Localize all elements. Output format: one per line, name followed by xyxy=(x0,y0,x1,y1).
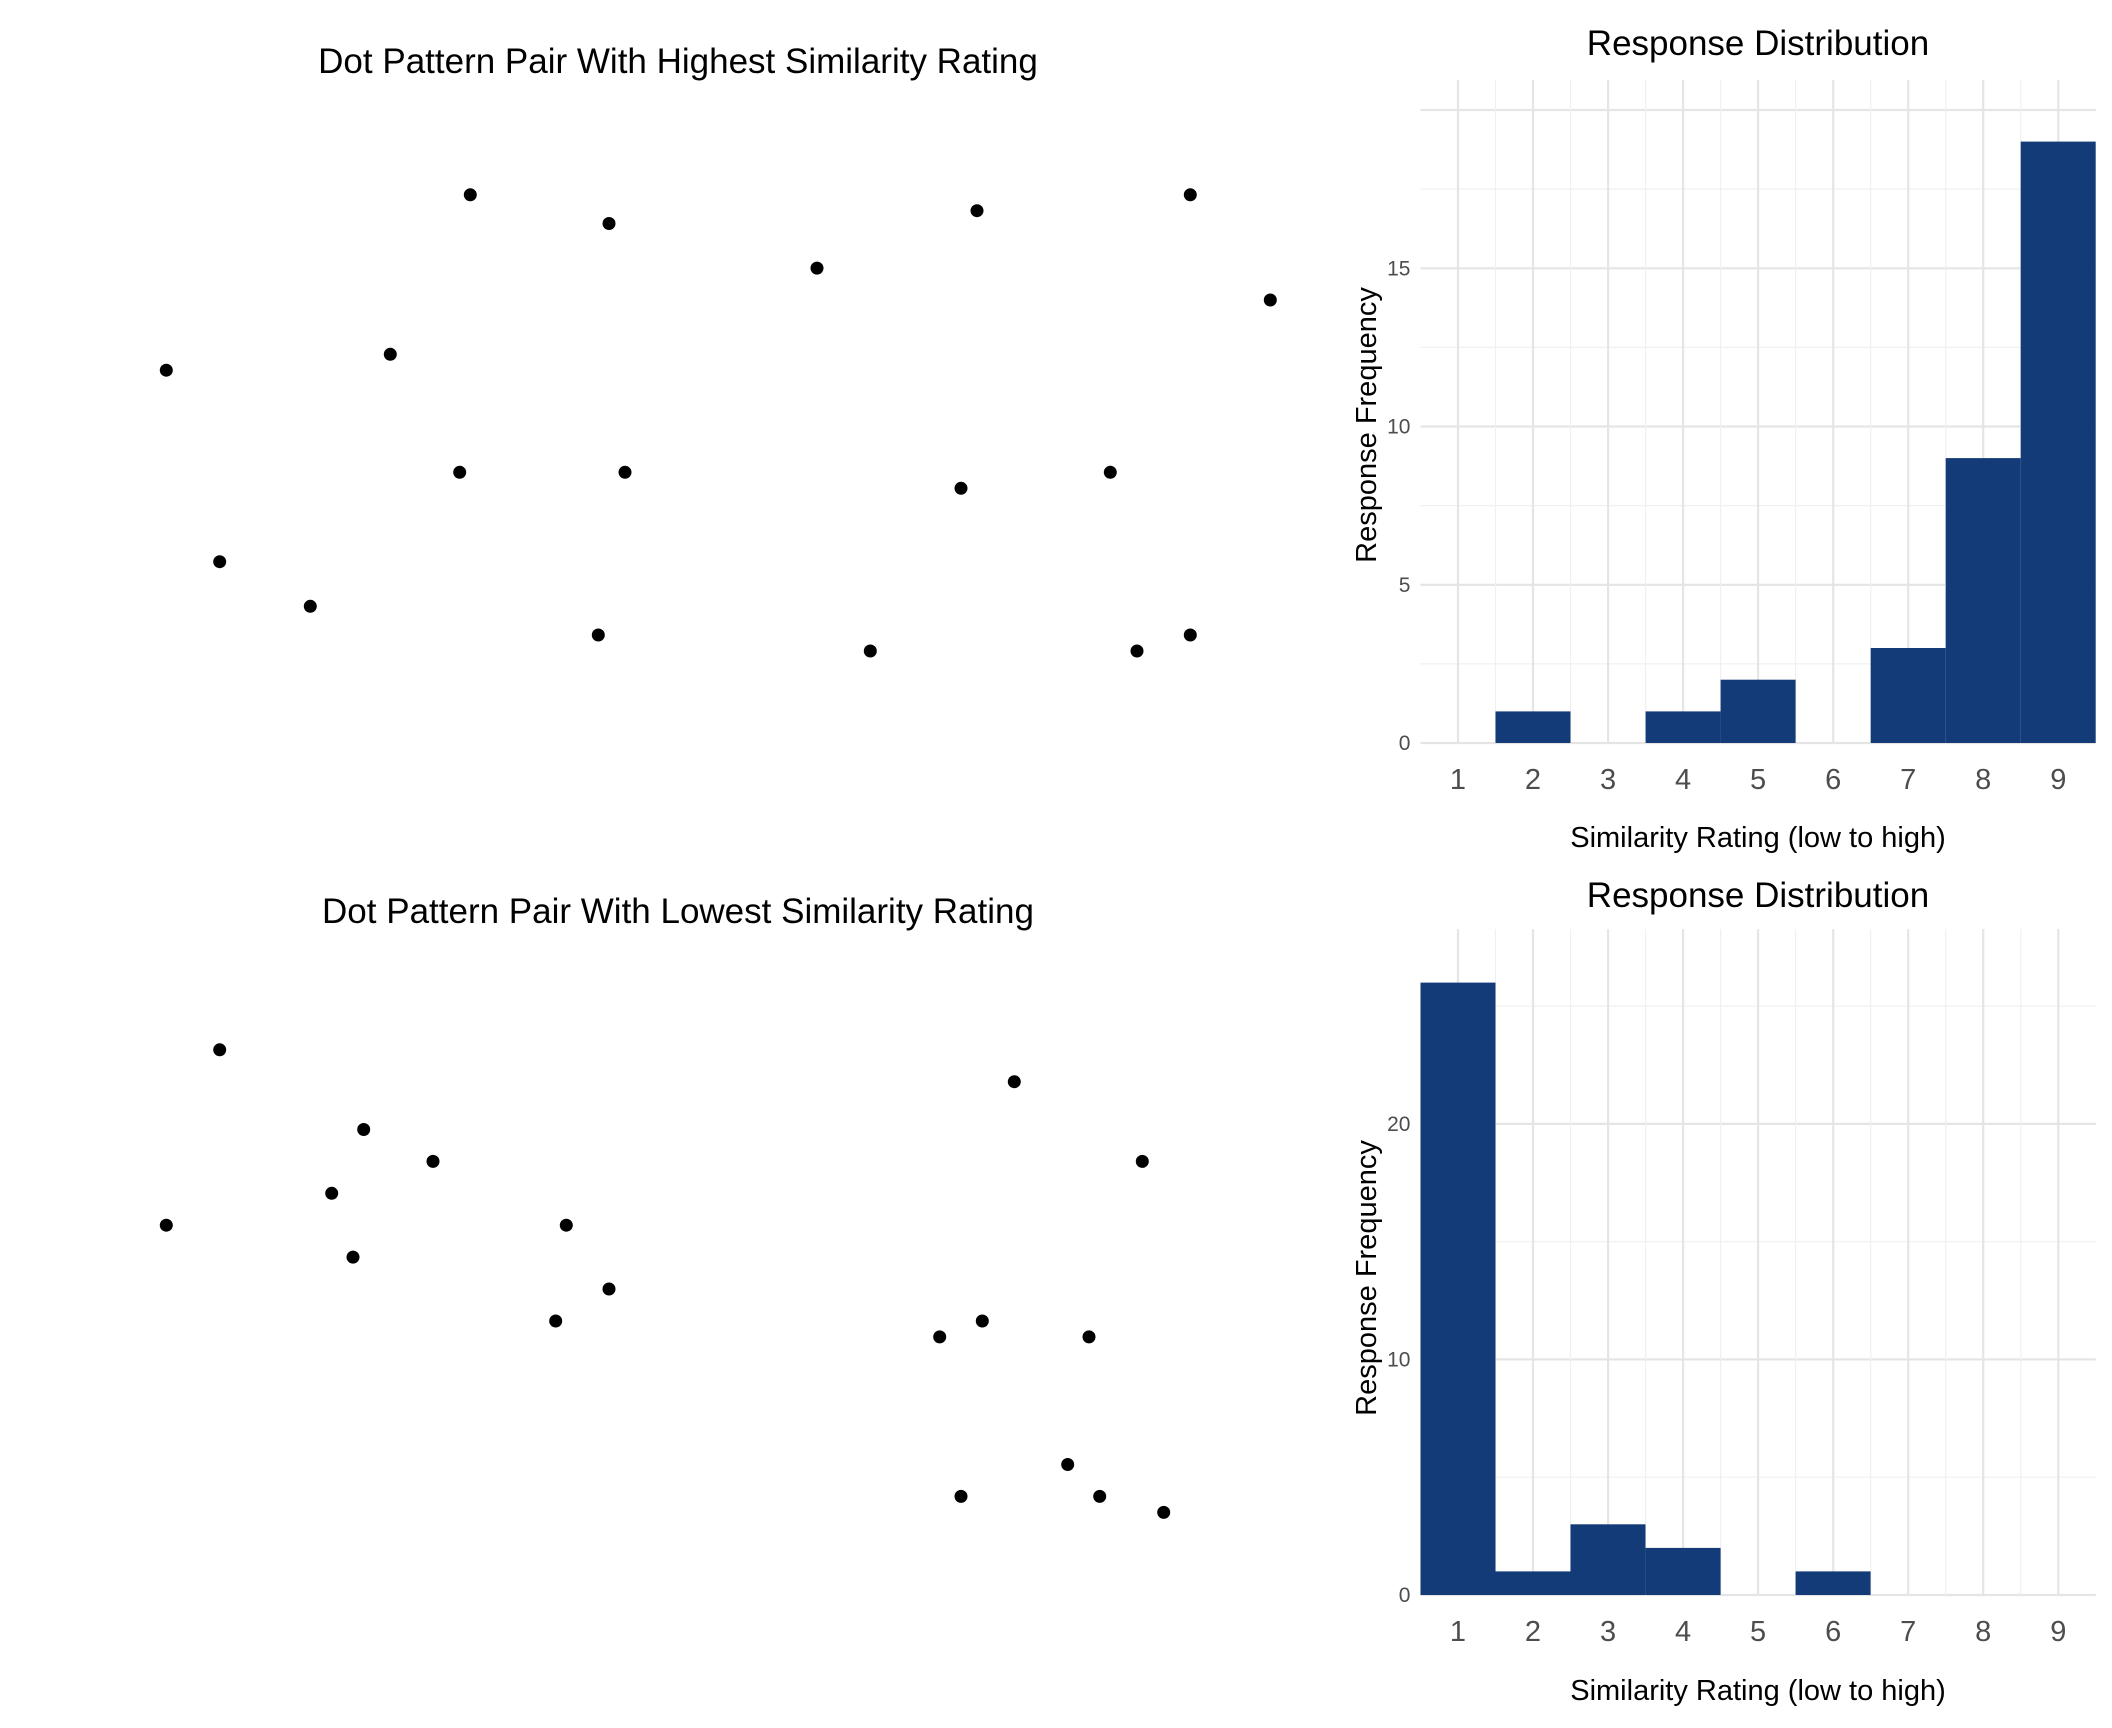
top-scatter-pattern-2-dot-3 xyxy=(954,481,968,495)
top-histogram-x-tick-label: 8 xyxy=(1975,764,1991,796)
bottom-scatter-pattern-2-dot-3 xyxy=(975,1314,989,1328)
bottom-scatter-dots xyxy=(159,1043,1171,1519)
bottom-histogram-x-tick-label: 1 xyxy=(1450,1616,1466,1648)
bottom-scatter-pattern-2-dot-7 xyxy=(1093,1489,1107,1503)
top-scatter-pattern-2-dot-7 xyxy=(1183,188,1197,202)
bottom-scatter-pattern-1-dot-6 xyxy=(426,1154,440,1168)
top-scatter-pattern-2-dot-5 xyxy=(1103,465,1117,479)
bottom-histogram-x-tick-label: 3 xyxy=(1600,1616,1616,1648)
bottom-scatter-pattern-2-dot-1 xyxy=(933,1330,947,1344)
top-scatter-pattern-1-dot-9 xyxy=(618,465,632,479)
bottom-histogram-x-tick-label: 8 xyxy=(1975,1616,1991,1648)
bottom-scatter-pattern-2-dot-2 xyxy=(954,1489,968,1503)
bottom-histogram-bar-4 xyxy=(1645,1547,1721,1595)
top-histogram-y-tick-label: 10 xyxy=(1387,416,1410,439)
top-scatter-pattern-1-dot-6 xyxy=(463,188,477,202)
bottom-histogram-x-ticks: 1 2 3 4 5 6 7 8 9 xyxy=(1450,1616,2066,1648)
bottom-histogram-gridlines xyxy=(1420,929,2096,1597)
top-scatter-pattern-1-dot-3 xyxy=(303,599,317,613)
top-histogram-y-axis-title: Response Frequency xyxy=(1351,287,1383,563)
top-scatter-dots xyxy=(159,188,1277,658)
top-scatter-pattern-1-dot-7 xyxy=(591,628,605,642)
top-scatter-pattern-2-dot-4 xyxy=(970,204,984,218)
top-scatter-pattern-1-dot-4 xyxy=(383,347,397,361)
top-histogram-x-tick-label: 5 xyxy=(1750,764,1766,796)
bottom-scatter-pattern-1-dot-8 xyxy=(559,1218,573,1232)
top-scatter-pattern-1-dot-5 xyxy=(453,465,467,479)
top-histogram-y-tick-label: 0 xyxy=(1399,732,1411,755)
top-histogram-x-tick-label: 2 xyxy=(1525,764,1541,796)
top-scatter-pattern-2-dot-1 xyxy=(810,261,824,275)
top-histogram-y-tick-label: 15 xyxy=(1387,257,1410,280)
top-scatter-title: Dot Pattern Pair With Highest Similarity… xyxy=(318,42,1038,81)
top-scatter-pattern-1-dot-2 xyxy=(213,555,227,569)
bottom-histogram-x-tick-label: 9 xyxy=(2050,1616,2066,1648)
bottom-scatter-panel: Dot Pattern Pair With Lowest Similarity … xyxy=(159,892,1171,1519)
top-scatter-pattern-2-dot-6 xyxy=(1130,644,1144,658)
top-histogram-bar-8 xyxy=(1945,458,2021,743)
top-scatter-pattern-2-dot-2 xyxy=(863,644,877,658)
top-histogram-x-tick-label: 3 xyxy=(1600,764,1616,796)
bottom-histogram-panel: Response Distribution 0 10 20 1 2 3 4 5 6 7 8 9 Si… xyxy=(1351,876,2096,1707)
bottom-histogram-y-ticks: 0 10 20 xyxy=(1387,1113,1410,1607)
bottom-histogram-bars xyxy=(1420,982,1871,1595)
bottom-scatter-pattern-1-dot-3 xyxy=(325,1186,339,1200)
top-histogram-bar-4 xyxy=(1645,711,1721,743)
bottom-scatter-title: Dot Pattern Pair With Lowest Similarity … xyxy=(322,892,1034,931)
top-histogram-x-tick-label: 1 xyxy=(1450,764,1466,796)
top-histogram-x-tick-label: 7 xyxy=(1900,764,1916,796)
top-scatter-pattern-2-dot-9 xyxy=(1263,293,1277,307)
top-histogram-x-tick-label: 9 xyxy=(2050,764,2066,796)
bottom-histogram-x-tick-label: 5 xyxy=(1750,1616,1766,1648)
bottom-histogram-x-tick-label: 6 xyxy=(1825,1616,1841,1648)
bottom-scatter-pattern-2-dot-8 xyxy=(1135,1154,1149,1168)
bottom-histogram-y-axis-title: Response Frequency xyxy=(1351,1140,1383,1416)
bottom-scatter-pattern-2-dot-9 xyxy=(1157,1505,1171,1519)
bottom-scatter-pattern-1-dot-4 xyxy=(346,1250,360,1264)
top-scatter-pattern-2-dot-8 xyxy=(1183,628,1197,642)
top-histogram-bar-9 xyxy=(2020,141,2096,744)
top-histogram-bar-5 xyxy=(1720,679,1796,743)
top-scatter-pattern-1-dot-1 xyxy=(159,363,173,377)
top-histogram-y-ticks: 0 5 10 15 xyxy=(1387,257,1410,755)
top-histogram-x-tick-label: 6 xyxy=(1825,764,1841,796)
bottom-histogram-bar-6 xyxy=(1795,1571,1871,1595)
bottom-scatter-pattern-2-dot-5 xyxy=(1061,1458,1075,1471)
bottom-histogram-y-tick-label: 0 xyxy=(1399,1584,1411,1607)
bottom-histogram-bar-2 xyxy=(1495,1571,1571,1595)
bottom-scatter-pattern-1-dot-1 xyxy=(159,1218,173,1232)
bottom-scatter-pattern-2-dot-4 xyxy=(1007,1075,1021,1089)
bottom-scatter-pattern-2-dot-6 xyxy=(1082,1330,1096,1344)
top-histogram-x-ticks: 1 2 3 4 5 6 7 8 9 xyxy=(1450,764,2066,796)
bottom-histogram-y-tick-label: 10 xyxy=(1387,1348,1410,1371)
top-scatter-pattern-1-dot-8 xyxy=(602,217,616,230)
top-histogram-y-tick-label: 5 xyxy=(1399,574,1411,597)
bottom-histogram-y-tick-label: 20 xyxy=(1387,1113,1410,1136)
bottom-histogram-x-axis-title: Similarity Rating (low to high) xyxy=(1570,1675,1946,1707)
top-histogram-x-axis-title: Similarity Rating (low to high) xyxy=(1570,822,1946,854)
bottom-scatter-pattern-1-dot-7 xyxy=(549,1314,563,1328)
top-histogram-bar-2 xyxy=(1495,711,1571,743)
top-histogram-bar-7 xyxy=(1870,648,1946,743)
bottom-histogram-bar-1 xyxy=(1420,982,1496,1595)
bottom-scatter-pattern-1-dot-2 xyxy=(213,1043,227,1057)
top-histogram-title: Response Distribution xyxy=(1587,24,1929,63)
bottom-histogram-title: Response Distribution xyxy=(1587,876,1929,915)
bottom-histogram-x-tick-label: 2 xyxy=(1525,1616,1541,1648)
bottom-histogram-x-tick-label: 7 xyxy=(1900,1616,1916,1648)
bottom-histogram-bar-3 xyxy=(1570,1524,1646,1595)
top-scatter-panel: Dot Pattern Pair With Highest Similarity… xyxy=(159,42,1277,658)
bottom-scatter-pattern-1-dot-9 xyxy=(602,1282,616,1296)
top-histogram-bars xyxy=(1495,141,2096,744)
top-histogram-panel: Response Distribution 0 5 10 15 1 2 3 4 5 6 7 8 9 S… xyxy=(1351,24,2096,854)
bottom-scatter-pattern-1-dot-5 xyxy=(357,1123,371,1136)
bottom-histogram-x-tick-label: 4 xyxy=(1675,1616,1691,1648)
top-histogram-x-tick-label: 4 xyxy=(1675,764,1691,796)
